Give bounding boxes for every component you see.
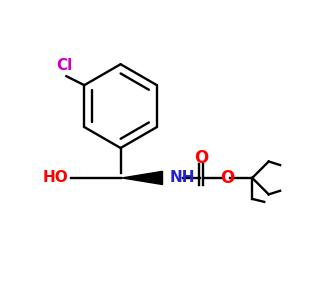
Text: Cl: Cl	[57, 58, 73, 73]
Text: NH: NH	[170, 170, 195, 185]
Text: O: O	[220, 169, 234, 187]
Polygon shape	[122, 171, 162, 185]
Text: HO: HO	[43, 170, 68, 185]
Text: O: O	[194, 149, 208, 167]
